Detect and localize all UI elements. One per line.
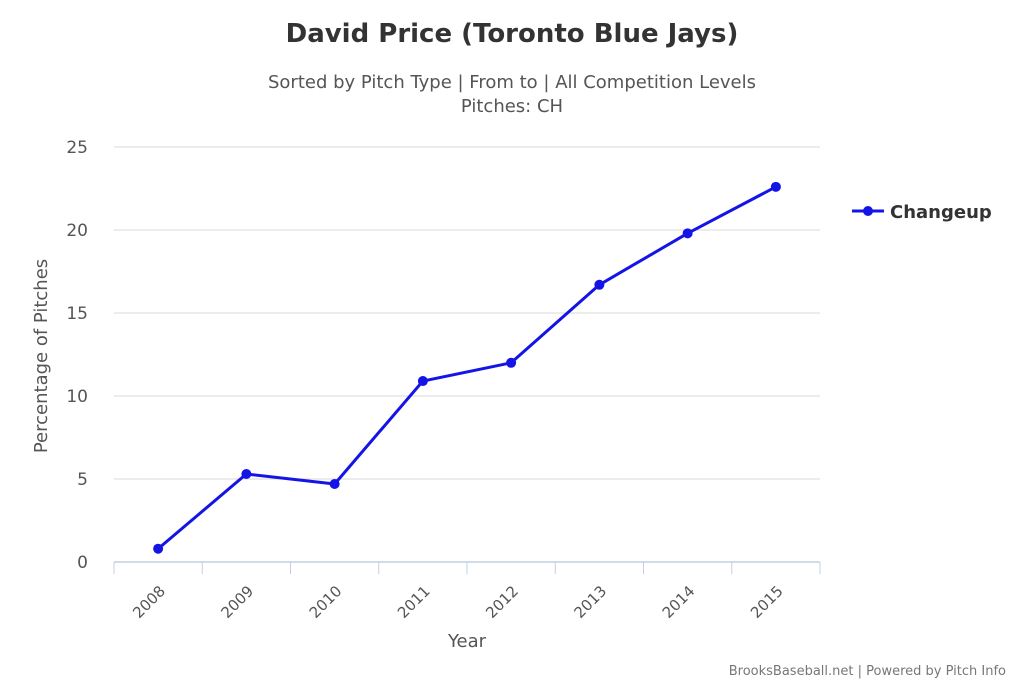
- series-layer: [153, 181, 781, 554]
- y-tick-label: 5: [77, 470, 88, 490]
- y-tick-label: 0: [77, 553, 88, 573]
- data-point-changeup[interactable]: [417, 376, 428, 387]
- x-tick-label: 2014: [659, 582, 699, 622]
- series-line-changeup: [157, 185, 777, 550]
- chart-subtitle-line-1: Sorted by Pitch Type | From to | All Com…: [268, 72, 756, 93]
- gridlines: [114, 146, 820, 480]
- x-tick-label: 2011: [394, 582, 434, 622]
- x-tick-label: 2008: [129, 582, 169, 622]
- x-tick-label: 2013: [570, 582, 610, 622]
- y-tick-label: 25: [66, 138, 88, 158]
- x-tick-label: 2015: [747, 582, 787, 622]
- data-point-changeup[interactable]: [329, 478, 340, 489]
- data-point-changeup[interactable]: [153, 543, 164, 554]
- legend-swatch-marker: [863, 206, 873, 216]
- data-point-changeup[interactable]: [241, 469, 252, 480]
- data-point-changeup[interactable]: [506, 357, 517, 368]
- chart-title: David Price (Toronto Blue Jays): [286, 19, 739, 49]
- x-tick-label: 2012: [482, 582, 522, 622]
- chart-subtitle-line-2: Pitches: CH: [461, 96, 563, 117]
- x-tick-label: 2009: [217, 582, 257, 622]
- y-axis-ticks: 0 5 10 15 20 25: [66, 138, 88, 573]
- data-point-changeup[interactable]: [594, 279, 605, 290]
- legend[interactable]: Changeup: [852, 202, 992, 223]
- y-axis-title: Percentage of Pitches: [31, 259, 52, 453]
- y-tick-label: 20: [66, 221, 88, 241]
- y-tick-label: 10: [66, 387, 88, 407]
- legend-label-changeup: Changeup: [890, 202, 992, 223]
- data-point-changeup[interactable]: [770, 181, 781, 192]
- x-axis: 2008 2009 2010 2011 2012 2013 2014 2015: [113, 561, 821, 622]
- x-tick-label: 2010: [306, 582, 346, 622]
- x-axis-title: Year: [447, 631, 487, 652]
- data-point-changeup[interactable]: [682, 228, 693, 239]
- credits-text[interactable]: BrooksBaseball.net | Powered by Pitch In…: [729, 664, 1006, 679]
- y-tick-label: 15: [66, 304, 88, 324]
